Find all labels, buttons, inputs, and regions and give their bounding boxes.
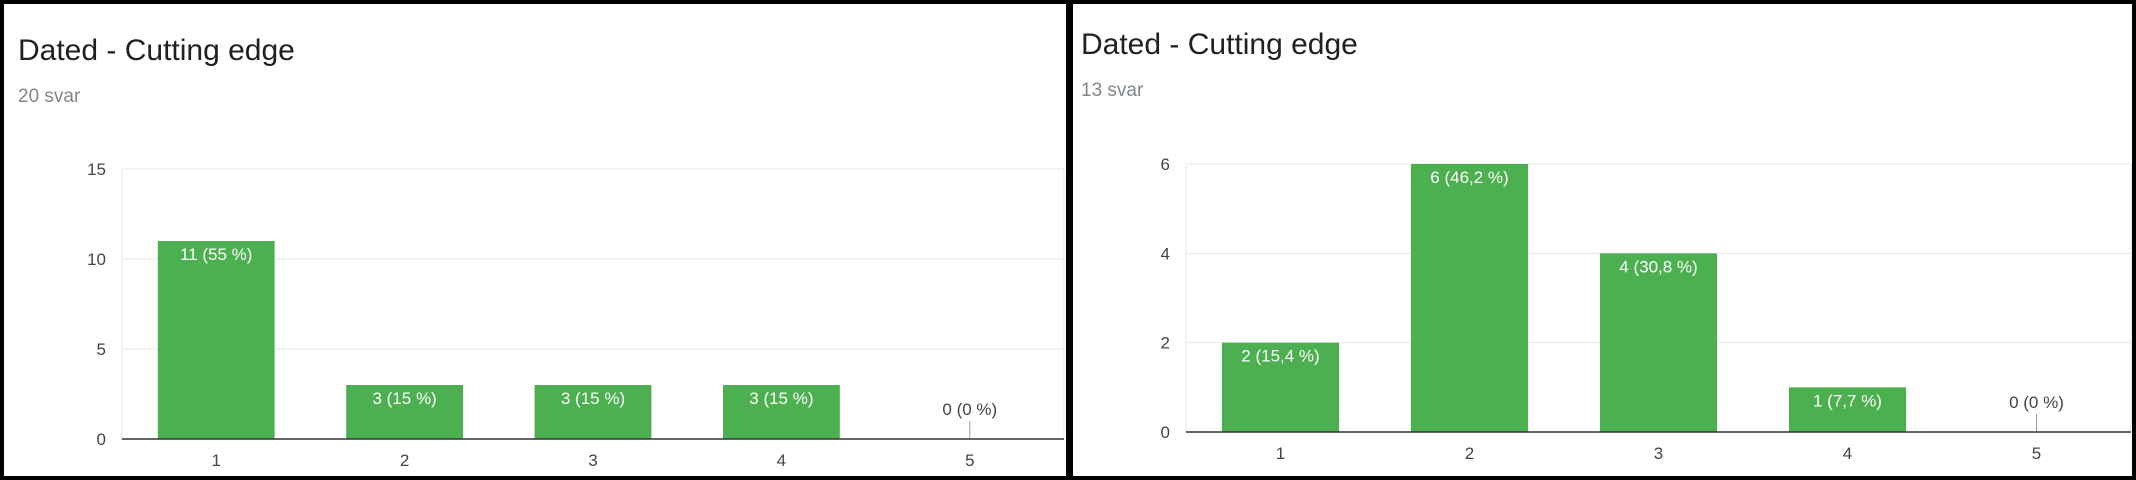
- data-label: 4 (30,8 %): [1619, 257, 1697, 276]
- bar: [1788, 387, 1907, 432]
- response-count: 20 svar: [18, 86, 81, 107]
- bar-chart-2: 0 2 4 6 2 (15,4 %) 1 6 (46,2 %) 2 4 (30,8 %) 3 1 (…: [1161, 155, 2132, 463]
- x-tick-label: 4: [1843, 444, 1852, 463]
- bar: [1221, 342, 1340, 432]
- bar: [346, 385, 464, 439]
- response-count: 13 svar: [1081, 80, 1144, 101]
- x-tick-label: 5: [2032, 444, 2041, 463]
- data-label: 3 (15 %): [561, 389, 625, 408]
- data-label: 0 (0 %): [2009, 393, 2064, 412]
- x-tick-label: 1: [1276, 444, 1285, 463]
- x-tick-label: 1: [211, 451, 220, 470]
- bar: [1599, 253, 1718, 432]
- x-tick-label: 5: [965, 451, 974, 470]
- data-label: 3 (15 %): [749, 389, 813, 408]
- data-label: 2 (15,4 %): [1241, 347, 1319, 366]
- bar-chart-1: 0 5 10 15 11 (55 %) 1 3 (15 %) 2 3 (15 %) 3 3 (15 …: [87, 160, 1065, 470]
- x-tick-label: 2: [400, 451, 409, 470]
- bar: [1410, 164, 1529, 432]
- x-tick-label: 4: [777, 451, 786, 470]
- y-tick-label: 4: [1161, 244, 1170, 263]
- y-tick-label: 2: [1161, 334, 1170, 353]
- x-tick-label: 3: [1654, 444, 1663, 463]
- bar: [722, 385, 840, 439]
- data-label: 3 (15 %): [372, 389, 436, 408]
- data-label: 0 (0 %): [942, 400, 997, 419]
- y-tick-label: 10: [87, 250, 106, 269]
- chart-panel-1: Dated - Cutting edge 20 svar 0 5 10 15 11 (5…: [0, 0, 1070, 480]
- data-label: 6 (46,2 %): [1430, 168, 1508, 187]
- bar: [157, 241, 275, 439]
- chart-panel-2: Dated - Cutting edge 13 svar 0 2 4 6 2 (15,4…: [1070, 0, 2136, 480]
- y-tick-label: 15: [87, 160, 106, 179]
- chart-title: Dated - Cutting edge: [1081, 28, 1358, 61]
- x-tick-label: 2: [1465, 444, 1474, 463]
- bar: [534, 385, 652, 439]
- data-label: 11 (55 %): [180, 245, 252, 264]
- y-tick-label: 5: [97, 340, 106, 359]
- y-tick-label: 0: [1161, 423, 1170, 442]
- x-tick-label: 3: [588, 451, 597, 470]
- y-tick-label: 0: [97, 430, 106, 449]
- chart-title: Dated - Cutting edge: [18, 34, 295, 67]
- y-tick-label: 6: [1161, 155, 1170, 174]
- data-label: 1 (7,7 %): [1813, 391, 1882, 410]
